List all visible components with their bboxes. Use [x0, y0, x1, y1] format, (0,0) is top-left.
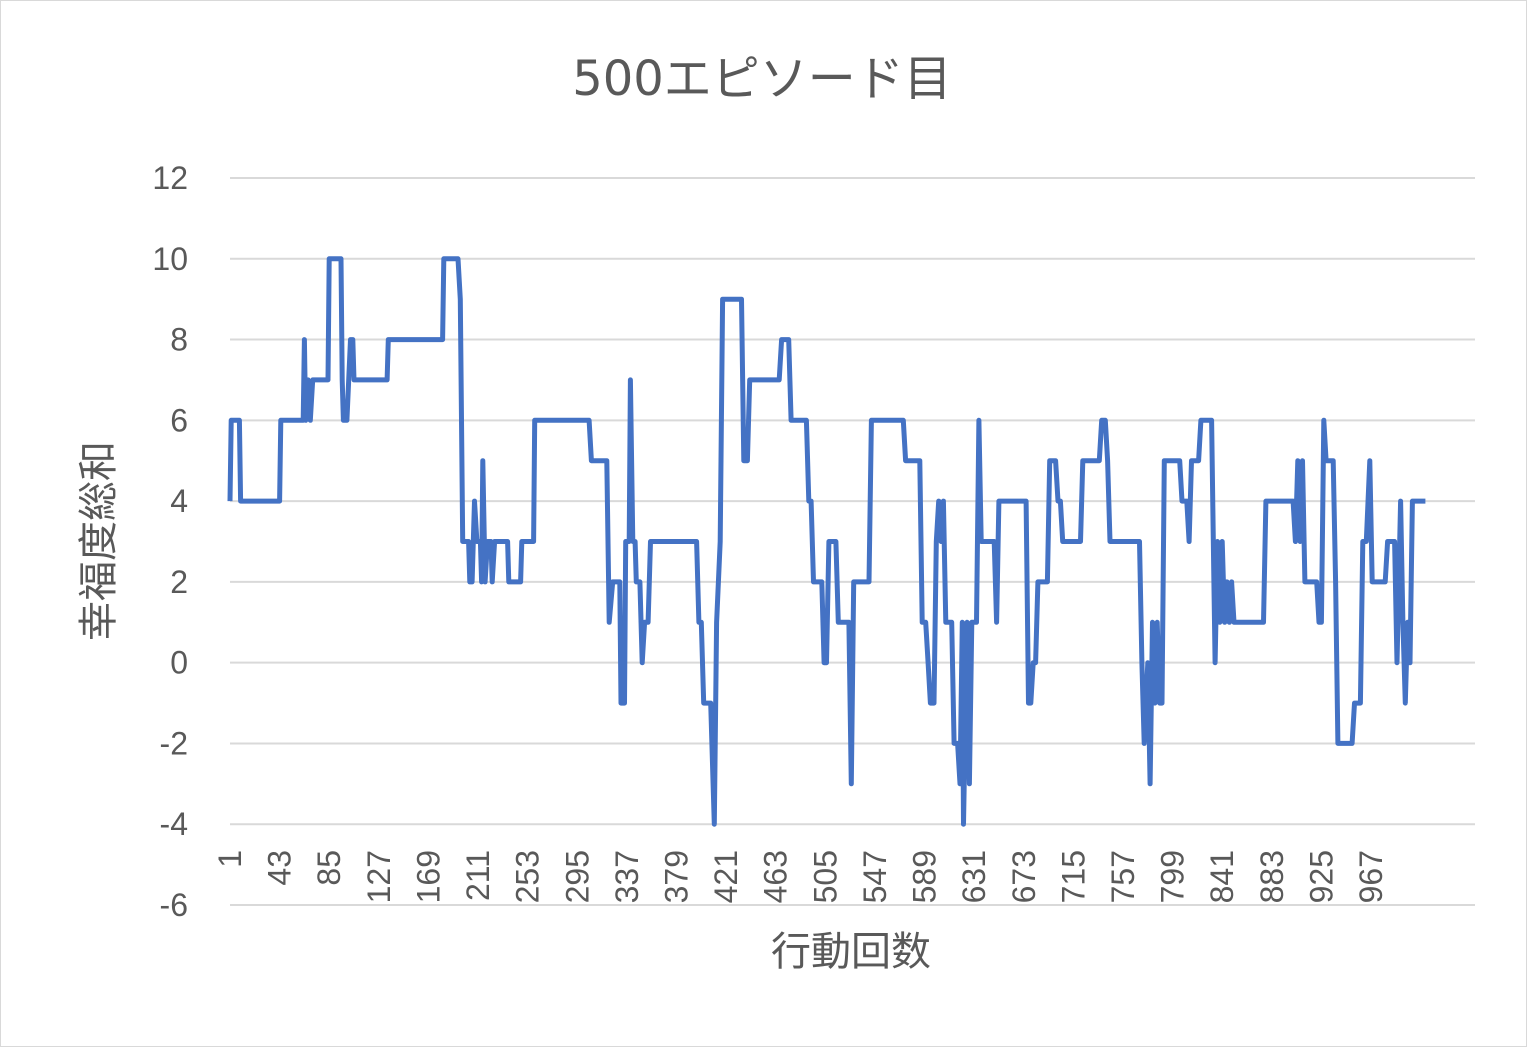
x-tick-label: 253: [510, 850, 546, 903]
x-tick-label: 715: [1055, 850, 1091, 903]
x-tick-label: 589: [907, 850, 943, 903]
x-axis-title: 行動回数: [771, 929, 931, 975]
x-tick-label: 883: [1254, 850, 1290, 903]
x-tick-label: 127: [361, 850, 397, 903]
y-tick-label: 0: [170, 645, 188, 681]
y-axis-title: 幸福度総和: [76, 441, 122, 641]
x-tick-label: 799: [1155, 850, 1191, 903]
y-tick-label: 12: [152, 160, 188, 196]
x-tick-label: 379: [658, 850, 694, 903]
y-tick-label: -6: [160, 887, 188, 923]
gridlines: [230, 177, 1475, 906]
y-tick-label: 10: [152, 241, 188, 277]
x-tick-label: 463: [758, 850, 794, 903]
x-tick-label: 967: [1353, 850, 1389, 903]
series-line: [227, 256, 1426, 827]
x-tick-label: 841: [1204, 850, 1240, 903]
x-axis-ticks: 1 43 85 127 169 211 253 295 337 379 421 463 505 547 58…: [212, 850, 1389, 903]
x-tick-label: 43: [262, 850, 298, 886]
x-tick-label: 337: [609, 850, 645, 903]
y-tick-label: 8: [170, 322, 188, 358]
x-tick-label: 421: [708, 850, 744, 903]
y-tick-label: 6: [170, 402, 188, 438]
x-tick-label: 547: [857, 850, 893, 903]
x-tick-label: 1: [212, 850, 248, 868]
x-tick-label: 169: [410, 850, 446, 903]
y-tick-label: 2: [170, 564, 188, 600]
y-axis-ticks: 12 10 8 6 4 2 0 -2 -4 -6: [152, 160, 188, 923]
x-tick-label: 295: [559, 850, 595, 903]
x-tick-label: 925: [1303, 850, 1339, 903]
x-tick-label: 211: [460, 850, 496, 901]
chart-title: 500エピソード目: [572, 51, 952, 107]
x-tick-label: 631: [956, 850, 992, 903]
y-tick-label: -4: [160, 806, 188, 842]
y-tick-label: -2: [160, 725, 188, 761]
x-tick-label: 505: [807, 850, 843, 903]
x-tick-label: 757: [1105, 850, 1141, 903]
x-tick-label: 673: [1006, 850, 1042, 903]
x-tick-label: 85: [311, 850, 347, 886]
y-tick-label: 4: [170, 483, 188, 519]
